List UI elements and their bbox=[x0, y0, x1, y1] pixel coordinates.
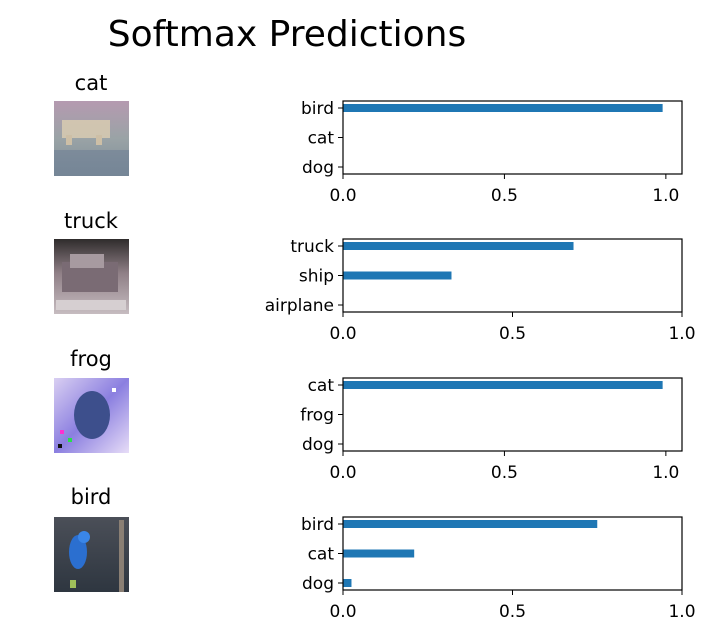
category-label-2-0: cat bbox=[308, 376, 335, 396]
panel-2: frog cat frog dog 0.0 0.5 1.0 bbox=[54, 347, 683, 483]
bar-3-1 bbox=[343, 549, 415, 558]
xtick-label-1-1: 0.5 bbox=[499, 324, 526, 344]
image-label-0: cat bbox=[75, 71, 108, 95]
bar-3-0 bbox=[343, 520, 598, 528]
category-label-1-0: truck bbox=[290, 237, 334, 257]
bar-axes-3: bird cat dog 0.0 0.5 1.0 bbox=[301, 515, 696, 622]
category-label-3-2: dog bbox=[302, 574, 334, 594]
bar-0-0 bbox=[343, 104, 663, 112]
thumbnail-image-bird bbox=[54, 517, 129, 592]
image-label-2: frog bbox=[70, 347, 112, 371]
bar-1-1 bbox=[343, 271, 452, 280]
category-label-1-1: ship bbox=[299, 267, 334, 287]
panel-0: cat bird cat dog 0.0 0.5 1.0 bbox=[54, 71, 683, 206]
xtick-label-1-2: 1.0 bbox=[668, 324, 695, 344]
category-label-3-0: bird bbox=[301, 515, 334, 535]
axes-frame-0 bbox=[342, 100, 683, 175]
xtick-label-3-1: 0.5 bbox=[499, 602, 526, 622]
thumbnail-image-frog bbox=[54, 378, 129, 453]
thumbnail-image-truck bbox=[54, 239, 129, 314]
xtick-label-0-0: 0.0 bbox=[329, 186, 356, 206]
bar-axes-1: truck ship airplane 0.0 0.5 1.0 bbox=[265, 237, 696, 344]
xtick-label-1-0: 0.0 bbox=[329, 324, 356, 344]
image-label-3: bird bbox=[71, 485, 112, 509]
xtick-label-3-0: 0.0 bbox=[329, 602, 356, 622]
bar-axes-0: bird cat dog 0.0 0.5 1.0 bbox=[301, 99, 683, 206]
category-label-2-1: frog bbox=[300, 406, 334, 426]
xtick-label-2-2: 1.0 bbox=[652, 463, 679, 483]
image-label-1: truck bbox=[64, 209, 119, 233]
xtick-label-2-1: 0.5 bbox=[491, 463, 518, 483]
bar-2-0 bbox=[343, 381, 663, 389]
category-label-3-1: cat bbox=[308, 545, 335, 565]
xtick-label-0-1: 0.5 bbox=[491, 186, 518, 206]
figure-title: Softmax Predictions bbox=[108, 14, 467, 55]
category-label-0-0: bird bbox=[301, 99, 334, 119]
panel-1: truck truck ship airplane 0.0 0.5 1.0 bbox=[54, 209, 696, 344]
xtick-label-2-0: 0.0 bbox=[329, 463, 356, 483]
category-label-2-2: dog bbox=[302, 435, 334, 455]
category-label-0-1: cat bbox=[308, 129, 335, 149]
bar-3-2 bbox=[343, 579, 352, 587]
thumbnail-image-cat bbox=[54, 101, 129, 176]
panel-3: bird bird cat dog 0.0 0.5 1.0 bbox=[54, 485, 696, 622]
category-label-1-2: airplane bbox=[265, 296, 334, 316]
axes-frame-2 bbox=[342, 377, 683, 452]
bar-axes-2: cat frog dog 0.0 0.5 1.0 bbox=[300, 376, 683, 483]
xtick-label-3-2: 1.0 bbox=[668, 602, 695, 622]
bar-1-0 bbox=[343, 242, 574, 250]
category-label-0-2: dog bbox=[302, 158, 334, 178]
xtick-label-0-2: 1.0 bbox=[652, 186, 679, 206]
